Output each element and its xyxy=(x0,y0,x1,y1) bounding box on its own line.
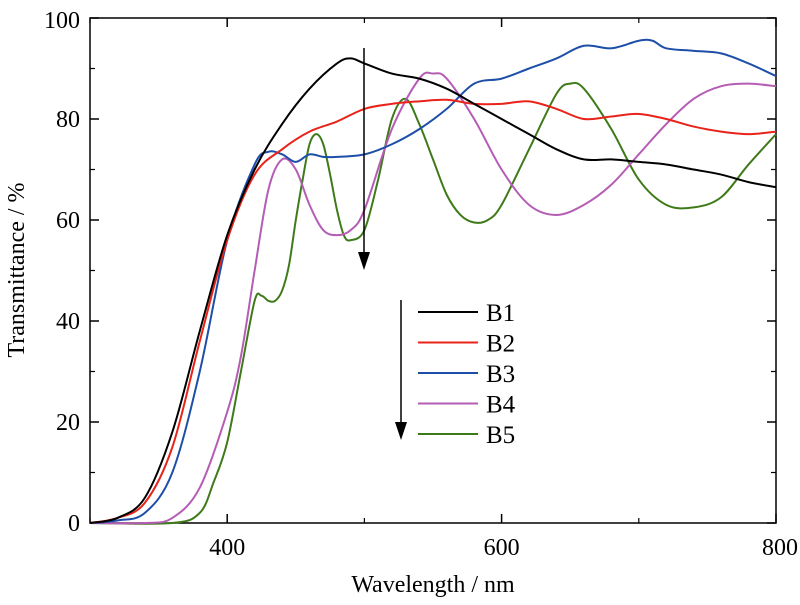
legend-label-b5: B5 xyxy=(486,422,515,449)
series-line-b2 xyxy=(89,98,777,524)
series-line-b4 xyxy=(89,71,777,525)
trend-arrow-head xyxy=(358,252,370,270)
series-line-b3 xyxy=(89,38,777,524)
annotation-layer xyxy=(358,48,407,440)
y-tick-label: 80 xyxy=(56,107,80,133)
y-tick-label: 100 xyxy=(44,8,80,34)
legend: B1 B2 B3 B4 B5 xyxy=(418,300,516,449)
x-axis-title: Wavelength / nm xyxy=(351,572,515,598)
y-tick-label: 40 xyxy=(56,309,80,335)
legend-label-b2: B2 xyxy=(486,331,515,358)
legend-label-b4: B4 xyxy=(486,392,516,419)
legend-arrow-head xyxy=(395,422,407,440)
legend-label-b3: B3 xyxy=(486,361,515,388)
axis-ticks xyxy=(89,17,777,524)
y-tick-label: 20 xyxy=(56,410,80,436)
y-tick-label: 0 xyxy=(68,511,80,537)
plot-frame xyxy=(89,17,777,524)
y-axis-title: Transmittance / % xyxy=(4,182,30,357)
y-tick-label: 60 xyxy=(56,208,80,234)
legend-label-b1: B1 xyxy=(486,300,515,327)
series-line-b5 xyxy=(89,81,777,525)
series-line-b1 xyxy=(89,57,777,524)
x-tick-label: 800 xyxy=(762,535,798,561)
axis-tick-labels: 400 600 800 0 20 40 60 80 100 xyxy=(44,8,798,561)
x-tick-label: 600 xyxy=(484,535,520,561)
x-tick-label: 400 xyxy=(209,535,245,561)
series-layer xyxy=(89,38,777,525)
